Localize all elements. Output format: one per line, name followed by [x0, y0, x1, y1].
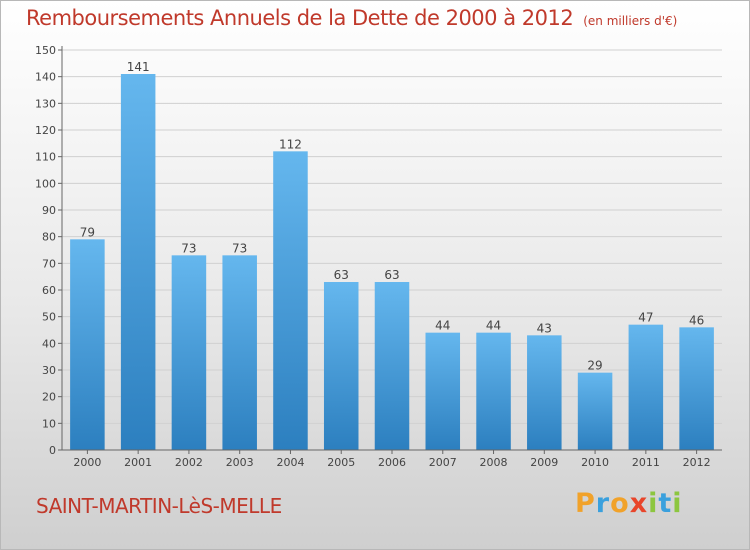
- logo-letter: i: [648, 488, 659, 519]
- x-tick-label: 2008: [480, 456, 508, 469]
- x-tick-label: 2003: [226, 456, 254, 469]
- data-label: 46: [689, 313, 704, 327]
- y-tick-label: 100: [35, 177, 56, 190]
- logo-letter: t: [658, 488, 673, 519]
- data-label: 44: [435, 319, 450, 333]
- y-tick-label: 0: [49, 444, 56, 457]
- data-labels: 79 141 73 73 112 63 63 44 44 43 29 47 46: [80, 60, 705, 373]
- bar: [374, 282, 410, 450]
- data-label: 29: [587, 359, 602, 373]
- chart-title-text: Remboursements Annuels de la Dette de 20…: [26, 6, 574, 30]
- x-tick-label: 2001: [124, 456, 152, 469]
- x-tick-label: 2010: [581, 456, 609, 469]
- data-label: 63: [384, 268, 399, 282]
- y-tick-label: 30: [42, 364, 56, 377]
- bar: [425, 332, 461, 450]
- data-label: 43: [537, 321, 552, 335]
- commune-name: SAINT-MARTIN-LèS-MELLE: [36, 494, 282, 518]
- bar: [70, 239, 105, 450]
- data-label: 73: [232, 241, 247, 255]
- data-label: 47: [638, 311, 653, 325]
- x-tick-label: 2002: [175, 456, 203, 469]
- y-tick-labels: 0 10 20 30 40 50 60 70 80 90 100 110 120 130 140 150: [35, 44, 56, 457]
- proxiti-logo: Proxiti: [575, 488, 683, 519]
- x-tick-label: 2007: [429, 456, 457, 469]
- bar: [527, 335, 562, 450]
- y-tick-label: 90: [42, 204, 56, 217]
- x-tick-labels: 2000 2001 2002 2003 2004 2005 2006 2007 2008 2009…: [73, 456, 710, 469]
- axes: [58, 46, 722, 454]
- bar: [222, 255, 257, 450]
- logo-letter: x: [629, 488, 649, 519]
- y-tick-label: 130: [35, 97, 56, 110]
- y-tick-label: 120: [35, 124, 56, 137]
- logo-letter: P: [575, 488, 596, 519]
- y-tick-label: 40: [42, 337, 56, 350]
- x-tick-label: 2009: [530, 456, 558, 469]
- y-tick-label: 60: [42, 284, 56, 297]
- x-tick-label: 2005: [327, 456, 355, 469]
- y-tick-label: 110: [35, 151, 56, 164]
- data-label: 73: [181, 241, 196, 255]
- logo-letter: r: [595, 488, 611, 519]
- data-label: 63: [334, 268, 349, 282]
- chart-title: Remboursements Annuels de la Dette de 20…: [26, 6, 677, 30]
- logo-letter: o: [610, 488, 630, 519]
- data-label: 112: [279, 137, 302, 151]
- y-tick-label: 80: [42, 231, 56, 244]
- bar: [679, 327, 714, 450]
- data-label: 141: [127, 60, 150, 74]
- y-tick-label: 70: [42, 257, 56, 270]
- x-tick-label: 2012: [683, 456, 711, 469]
- y-tick-label: 150: [35, 44, 56, 57]
- bar: [577, 372, 613, 450]
- x-tick-label: 2011: [632, 456, 660, 469]
- x-tick-label: 2000: [73, 456, 101, 469]
- bar: [120, 74, 156, 450]
- y-tick-label: 20: [42, 391, 56, 404]
- bars: [70, 74, 714, 451]
- x-tick-label: 2006: [378, 456, 406, 469]
- chart-unit: (en milliers d'€): [583, 14, 678, 28]
- y-tick-label: 50: [42, 311, 56, 324]
- data-label: 79: [80, 225, 95, 239]
- bar: [476, 332, 511, 450]
- bar: [171, 255, 207, 450]
- bar: [323, 282, 359, 450]
- logo-letter: i: [672, 488, 683, 519]
- y-tick-label: 10: [42, 417, 56, 430]
- bar: [273, 151, 308, 451]
- x-tick-label: 2004: [276, 456, 304, 469]
- data-label: 44: [486, 319, 501, 333]
- bar: [628, 324, 664, 450]
- y-tick-label: 140: [35, 71, 56, 84]
